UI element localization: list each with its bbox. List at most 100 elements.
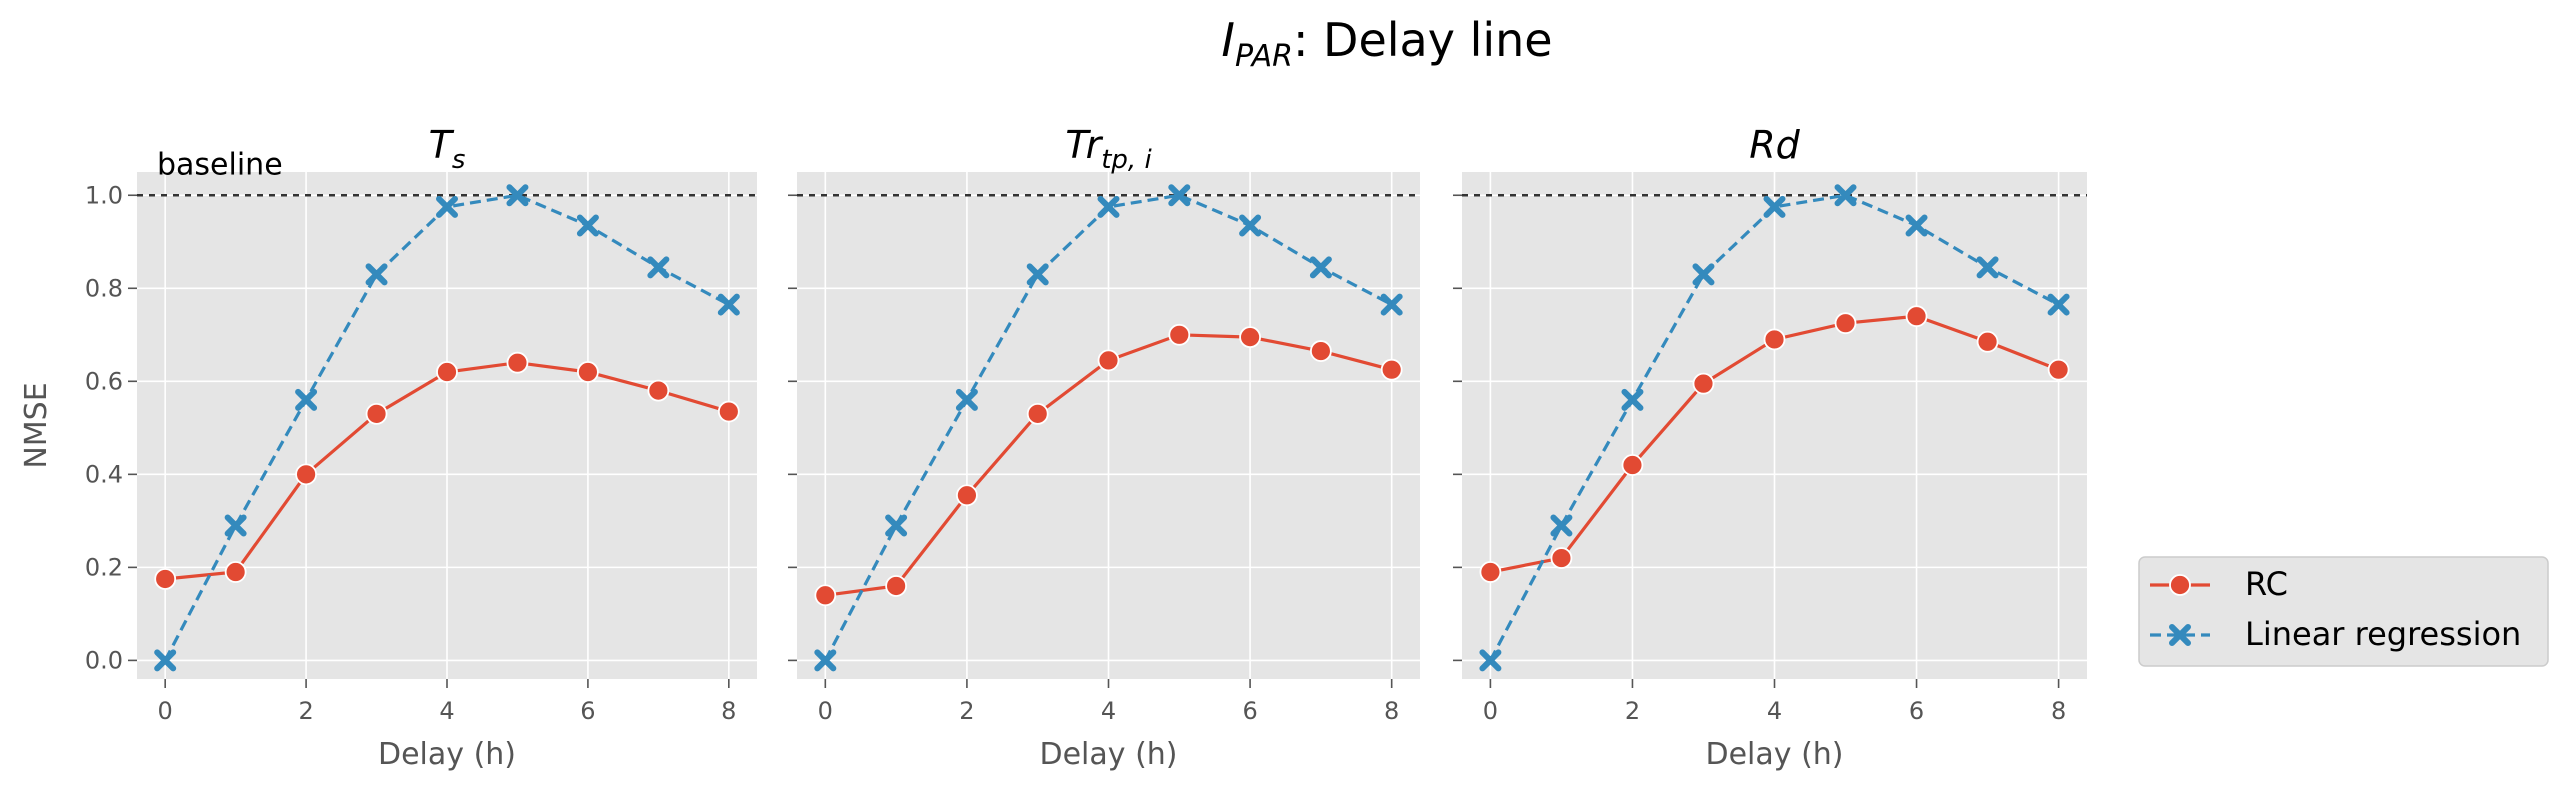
series-rc [1479,305,2070,583]
x-axis-label: Delay (h) [1706,737,1844,772]
data-point [577,361,599,383]
data-point [1309,340,1332,362]
series-linear-regression [1479,184,2070,672]
x-tick-label: 4 [1101,697,1116,725]
panel-title-main: Rd [1749,123,1800,167]
data-point [1976,330,1999,353]
figure-title-main: I [1221,13,1235,67]
legend-entry-linear-regression: Linear regression [2150,615,2521,653]
data-point [1380,293,1403,316]
panel-title-main: Tr [1065,123,1103,167]
x-tick-label: 2 [1625,697,1640,725]
data-point [365,263,388,286]
x-tick-label: 0 [158,697,173,725]
data-point [1239,214,1262,237]
data-point [506,351,529,374]
data-point [1621,388,1644,411]
data-point [814,584,837,607]
x-axis-label: Delay (h) [1040,737,1178,772]
legend: RC Linear regression [2138,556,2549,667]
x-tick-label: 8 [721,697,736,725]
data-point [506,184,529,207]
panel-title-sub: tp, i [1101,145,1152,175]
y-tick-label: 0.0 [85,646,123,674]
data-point [1239,326,1261,349]
data-point [1763,328,1786,351]
data-point [1479,649,1502,672]
data-point [224,514,247,537]
data-point [1976,256,1999,279]
data-point [1168,184,1191,207]
panel-title: Trtp, i [1065,123,1152,175]
data-point [885,514,908,537]
panel-1: 0.0 0.2 0.4 0.6 0.8 1.0 0 2 4 6 8 baseline Ts Delay (… [19,123,757,772]
x-tick-label: 2 [959,697,974,725]
data-point [1479,561,1502,583]
data-point [436,195,458,218]
data-point [365,402,388,425]
series-linear-regression [814,184,1403,672]
x-tick-label: 0 [1483,697,1498,725]
data-point [1692,372,1715,395]
panels: 0.0 0.2 0.4 0.6 0.8 1.0 0 2 4 6 8 baseline Ts Delay (… [19,123,2087,772]
data-point [1309,256,1332,279]
legend-box [2138,556,2549,667]
x-tick-label: 0 [818,697,833,725]
data-point [295,463,317,486]
series-rc [154,351,740,590]
x-axis-label: Delay (h) [378,737,516,772]
legend-label: Linear regression [2245,615,2521,653]
data-point [1168,323,1191,346]
data-point [2047,293,2070,316]
data-point [647,256,670,279]
legend-entry-rc: RC [2150,565,2288,603]
y-tick-label: 0.8 [85,274,123,302]
x-tick-label: 8 [1384,697,1399,725]
panel-title-main: T [429,123,455,167]
data-point [956,484,978,507]
x-tick-label: 4 [439,697,454,725]
data-point [2047,358,2070,381]
legend-marker [2169,574,2191,596]
data-point [1621,454,1644,476]
data-point [436,361,458,383]
data-point [295,388,318,411]
data-point [154,649,177,672]
data-point [955,388,978,411]
x-tick-label: 6 [1242,697,1257,725]
y-axis-label: NMSE [19,382,54,468]
legend-label: RC [2245,565,2288,603]
figure-title: IPAR: Delay line [1221,13,1552,74]
y-tick-label: 0.6 [85,367,123,395]
figure-title-sub: PAR [1235,39,1293,74]
data-point [1834,312,1857,335]
data-point [576,214,599,237]
data-point [814,649,837,672]
data-point [1026,402,1049,425]
panel-title: Ts [429,123,466,175]
data-point [1692,263,1715,286]
legend-marker [2169,624,2191,646]
data-point [1834,184,1857,207]
baseline-label: baseline [157,147,283,182]
series-rc [814,323,1403,607]
panel-title: Rd [1749,123,1800,167]
y-tick-label: 0.2 [85,553,123,581]
data-point [224,561,247,583]
data-point [1550,547,1573,569]
x-tick-label: 6 [580,697,595,725]
data-point [717,400,740,423]
data-point [1380,358,1403,381]
panel-3: 0 2 4 6 8 Rd Delay (h) [1453,123,2087,772]
data-point [885,575,908,597]
figure-title-rest: : Delay line [1293,13,1553,67]
data-point [1905,305,1928,328]
data-point [1097,195,1120,218]
data-point [1763,195,1786,218]
y-tick-label: 1.0 [85,181,123,209]
data-point [1905,214,1928,237]
y-tick-label: 0.4 [85,460,123,488]
series-linear-regression [154,184,740,672]
data-point [154,568,177,590]
